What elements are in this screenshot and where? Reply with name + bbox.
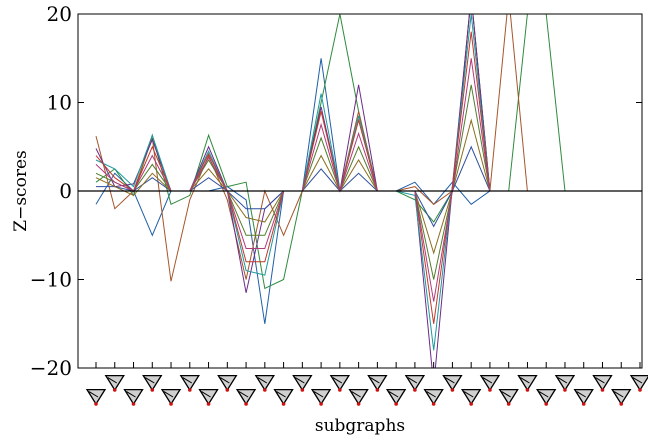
subgraph-motif-icon — [573, 388, 594, 406]
subgraph-motif-icon — [329, 374, 351, 392]
series-line — [95, 31, 640, 324]
subgraph-motif-icon — [479, 374, 501, 392]
subgraph-motif-icon — [423, 388, 444, 406]
subgraph-motif-icon — [611, 388, 632, 406]
subgraph-motif-icon — [367, 374, 388, 392]
subgraph-motif-icon — [385, 388, 407, 406]
subgraph-icons — [85, 374, 648, 406]
subgraph-motif-icon — [142, 374, 163, 392]
subgraph-motif-icon — [179, 374, 200, 392]
subgraph-motif-icon — [517, 374, 538, 392]
subgraph-motif-icon — [554, 374, 576, 392]
subgraph-motif-icon — [460, 388, 482, 406]
y-tick-label: 10 — [47, 91, 72, 115]
subgraph-motif-icon — [292, 374, 313, 392]
series-group — [95, 14, 640, 368]
x-axis-ticks — [95, 362, 641, 368]
subgraph-motif-icon — [273, 388, 294, 406]
x-axis-label: subgraphs — [315, 416, 405, 436]
subgraph-motif-icon — [104, 374, 125, 392]
subgraph-motif-icon — [123, 388, 144, 406]
subgraph-motif-icon — [310, 388, 332, 406]
subgraph-motif-icon — [348, 388, 369, 406]
subgraph-motif-icon — [198, 388, 219, 406]
series-line — [95, 14, 640, 290]
y-tick-label: 20 — [47, 2, 72, 26]
series-line — [95, 14, 640, 368]
series-line — [95, 58, 640, 302]
subgraph-motif-icon — [498, 388, 519, 406]
subgraph-motif-icon — [536, 388, 557, 406]
subgraph-motif-icon — [629, 374, 648, 392]
y-tick-label: −10 — [30, 268, 72, 292]
subgraph-motif-icon — [217, 374, 238, 392]
subgraph-motif-icon — [404, 374, 426, 392]
y-tick-label: 0 — [59, 179, 72, 203]
subgraph-motif-icon — [85, 388, 107, 406]
subgraph-motif-icon — [235, 388, 257, 406]
subgraph-motif-icon — [254, 374, 276, 392]
y-axis-ticks: 20 10 0 −10 −20 — [30, 2, 642, 380]
y-axis-label: Z−scores — [11, 150, 31, 231]
subgraph-motif-icon — [160, 388, 182, 406]
series-line — [96, 145, 640, 228]
subgraph-motif-icon — [442, 374, 463, 392]
subgraph-motif-icon — [592, 374, 613, 392]
y-tick-label: −20 — [30, 356, 72, 380]
